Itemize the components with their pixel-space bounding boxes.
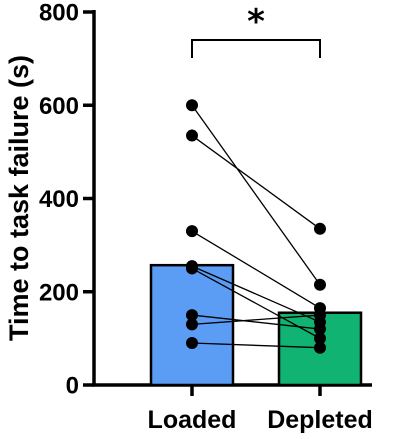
y-tick-label: 600 (39, 93, 79, 120)
data-point-depleted (314, 341, 326, 354)
data-point-depleted (314, 222, 326, 235)
paired-line (191, 230, 321, 309)
data-point-depleted (314, 323, 326, 336)
data-point-loaded (186, 225, 198, 238)
data-points (186, 99, 326, 354)
data-point-loaded (186, 337, 198, 350)
x-category-label: Loaded (148, 406, 237, 434)
y-tick-label: 400 (39, 186, 79, 213)
data-point-loaded (186, 318, 198, 331)
data-point-loaded (186, 309, 198, 322)
y-tick-label: 200 (39, 279, 79, 306)
paired-line (191, 314, 321, 330)
paired-line (191, 342, 321, 349)
paired-line (191, 265, 321, 323)
x-category-label: Depleted (267, 406, 373, 434)
data-point-depleted (314, 278, 326, 291)
data-point-depleted (314, 332, 326, 345)
paired-line (191, 135, 321, 230)
significance-star: * (247, 2, 265, 42)
data-point-loaded (186, 262, 198, 275)
paired-line (191, 104, 321, 286)
paired-line (191, 314, 321, 326)
paired-lines (191, 104, 321, 349)
data-point-loaded (186, 129, 198, 142)
y-tick-label: 0 (66, 373, 79, 400)
data-point-loaded (186, 99, 198, 112)
bars (149, 263, 363, 387)
axes: 0 200 400 600 800 Loaded Depleted (39, 0, 373, 434)
y-tick-label: 800 (39, 0, 79, 27)
y-axis-title: Time to task failure (s) (4, 55, 34, 341)
significance-bracket (191, 39, 321, 58)
significance-annotation: * (191, 2, 321, 58)
data-point-depleted (314, 309, 326, 322)
